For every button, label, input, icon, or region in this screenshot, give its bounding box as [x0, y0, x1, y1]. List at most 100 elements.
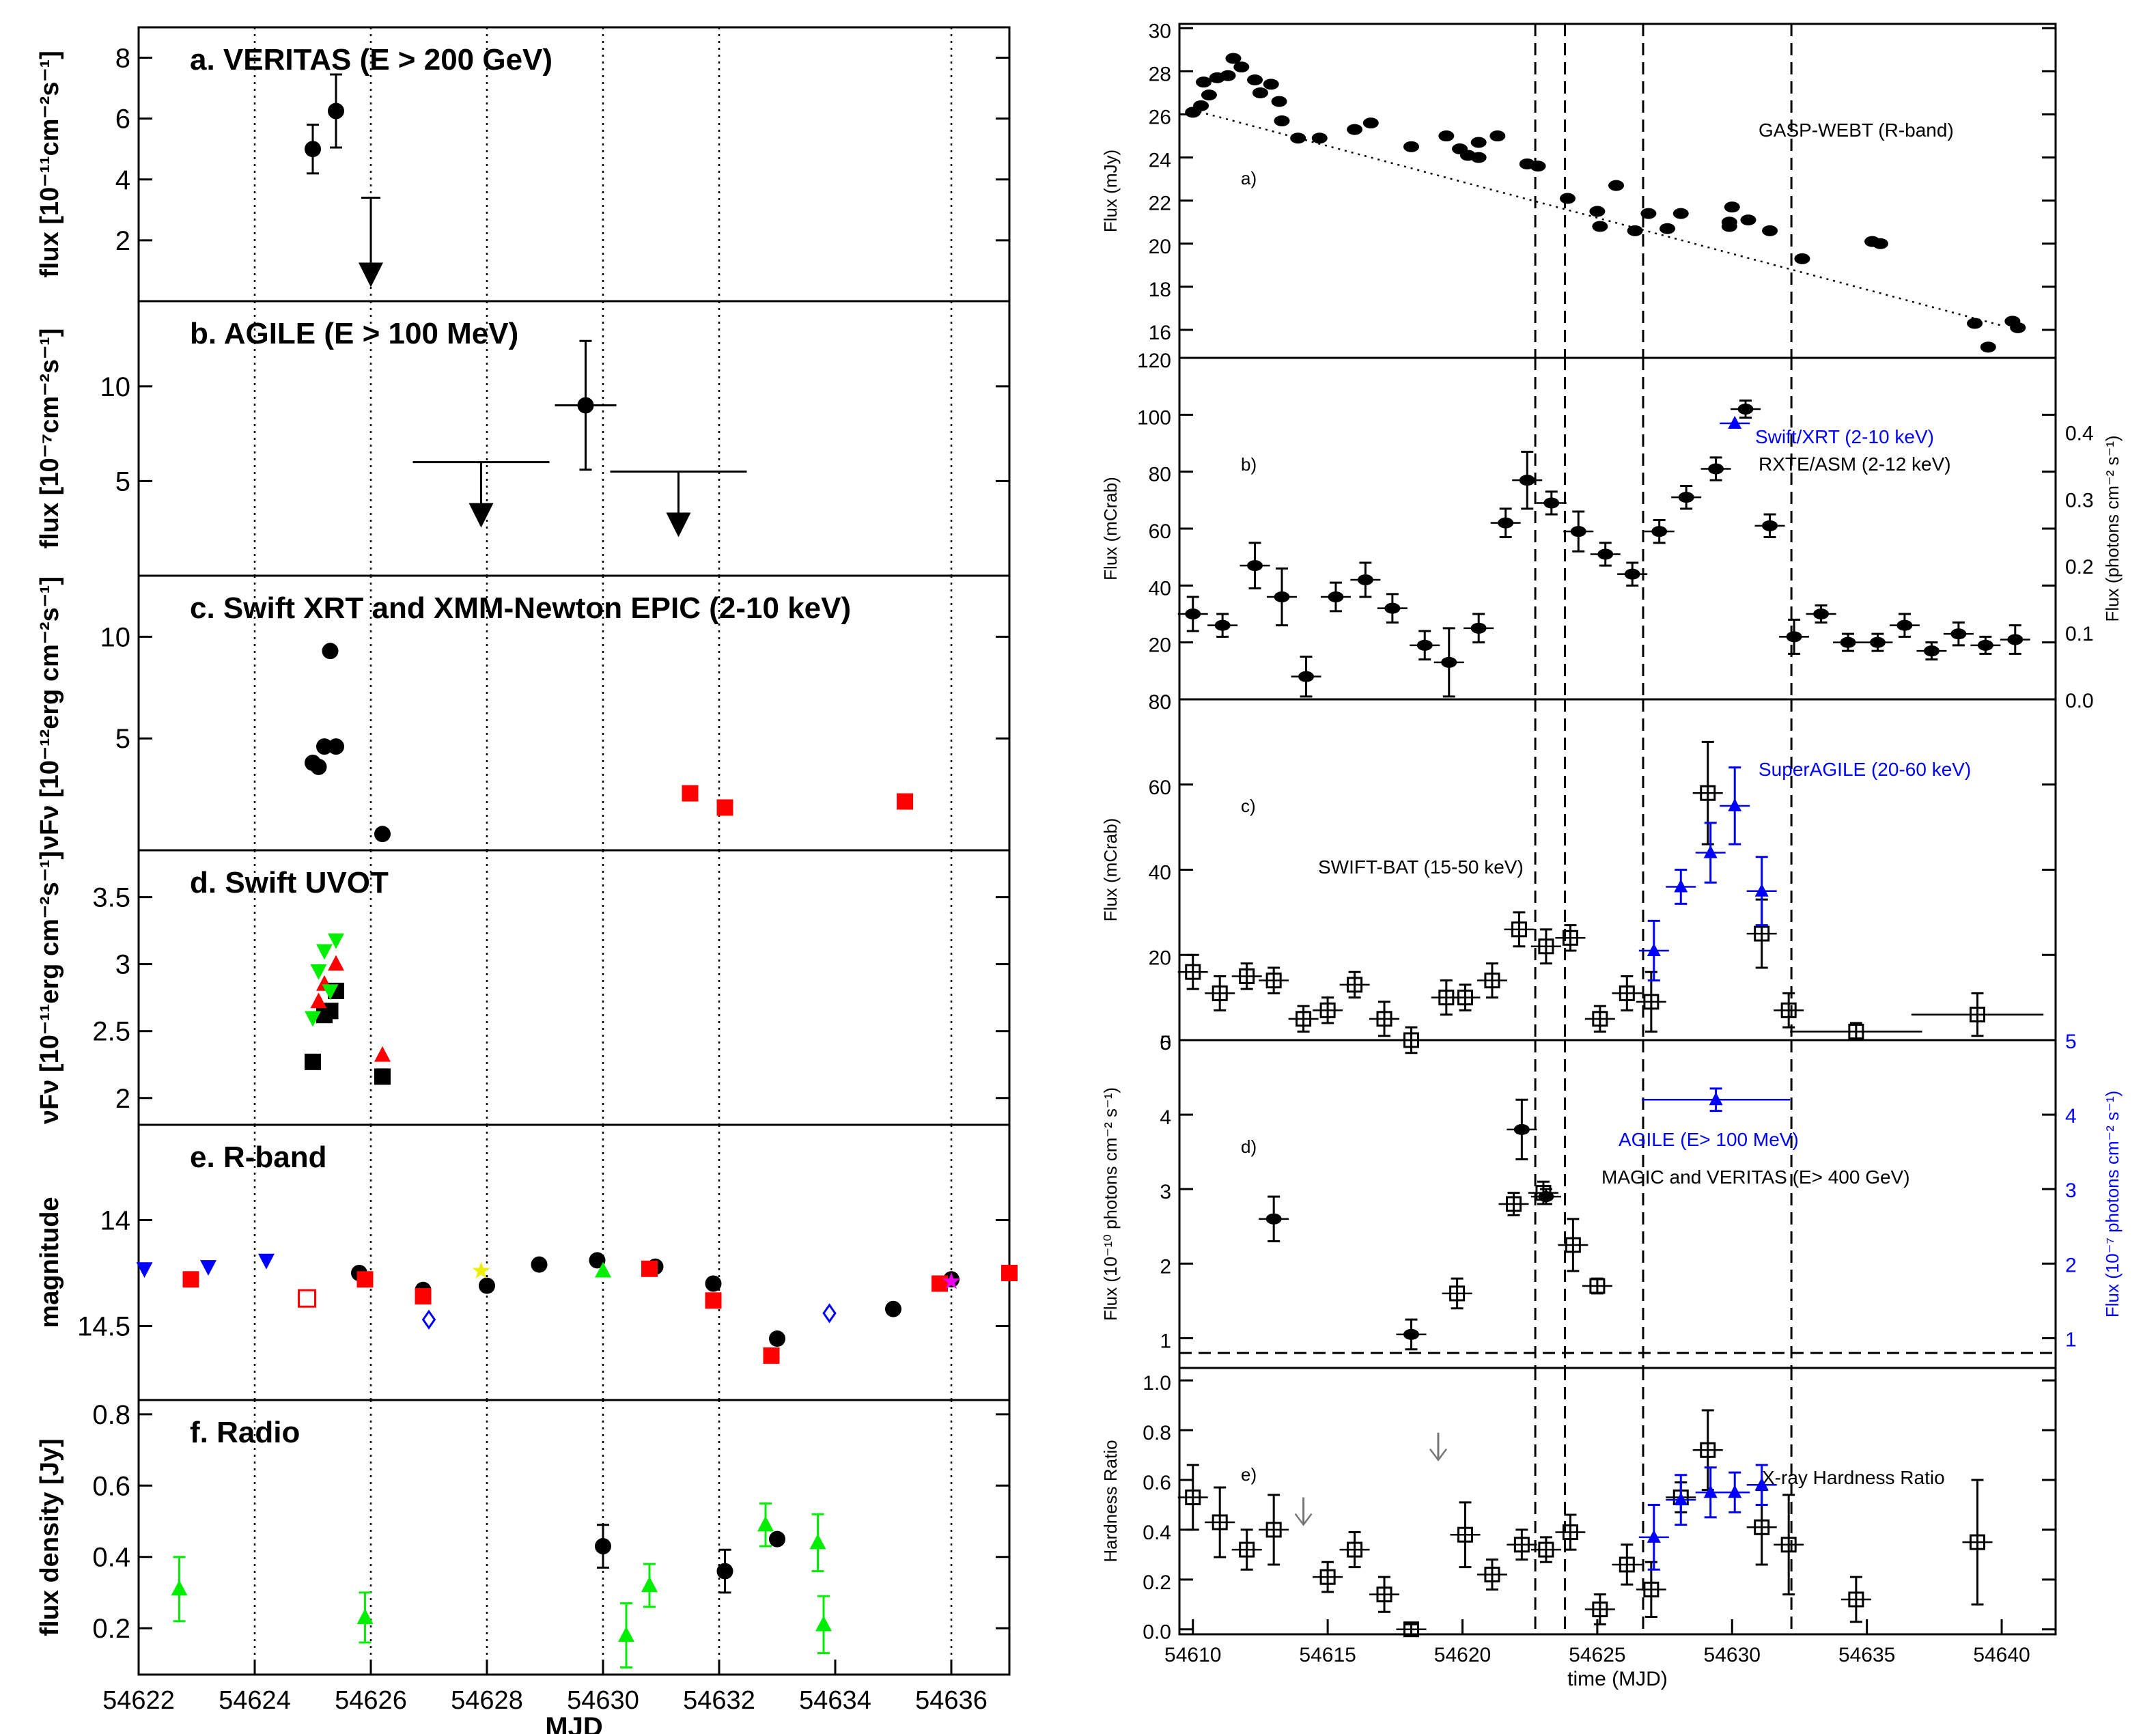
data-point — [1950, 628, 1967, 640]
y-tick-label: 4 — [115, 165, 130, 195]
data-point — [716, 1563, 733, 1580]
x-tick-label: 54634 — [799, 1686, 871, 1715]
data-point — [1762, 225, 1778, 236]
y-tick-label: 5 — [115, 466, 130, 497]
y-tick-label: 20 — [1149, 634, 1171, 657]
data-point — [1530, 160, 1546, 172]
left-panel-1: 2 4 6 8 flux [10⁻¹¹cm⁻²s⁻¹] a. VERITAS (E > 2… — [36, 26, 1011, 303]
right-panel-3: 0 20 40 60 80 Flux (mCrab) c) SWIFT-BAT (15-50 … — [1100, 691, 2057, 1054]
y-axis-label: flux [10⁻⁷cm⁻²s⁻¹] — [36, 328, 64, 549]
data-point — [1840, 637, 1856, 648]
y-tick-label: 120 — [1137, 350, 1171, 372]
panel-annotation: GASP-WEBT (R-band) — [1759, 120, 1954, 141]
data-point — [356, 1608, 374, 1625]
panel-title: a. VERITAS (E > 200 GeV) — [190, 43, 552, 76]
data-point — [1794, 253, 1810, 264]
data-point — [577, 397, 594, 414]
y-tick-label: 0.6 — [1143, 1472, 1171, 1494]
series-veritas-ul — [359, 197, 383, 288]
series-magic — [1442, 1180, 1612, 1310]
y-tick-label: 4 — [1160, 1106, 1171, 1129]
x-tick-label: 54622 — [102, 1686, 175, 1715]
data-point — [1813, 609, 1830, 619]
data-point — [1265, 973, 1282, 989]
data-point — [1559, 193, 1576, 204]
data-point — [809, 1533, 826, 1550]
panel-annotation: X-ray Hardness Ratio — [1762, 1467, 1945, 1488]
data-point — [531, 1256, 548, 1273]
data-point — [769, 1330, 785, 1347]
series-superagile — [1638, 766, 1777, 982]
x-tick-label: 54630 — [1704, 1644, 1761, 1666]
y-tick-label-right: 0.2 — [2065, 556, 2094, 578]
data-point — [595, 1261, 611, 1278]
series-veritas — [305, 73, 344, 175]
data-point — [1562, 929, 1578, 946]
data-point — [589, 1252, 606, 1269]
left-panel-4: 2 2.5 3 3.5 νFν [10⁻¹¹erg cm⁻²s⁻¹] d. Swift U… — [36, 849, 1011, 1126]
data-point — [1201, 89, 1217, 101]
x-tick-label: 54635 — [1838, 1644, 1895, 1666]
data-point — [479, 1277, 495, 1294]
y-tick-label: 0.8 — [92, 1400, 130, 1430]
data-point — [682, 785, 699, 802]
panel-label: c) — [1241, 796, 1256, 816]
data-point — [1416, 639, 1433, 651]
y-tick-label: 1.0 — [1143, 1372, 1171, 1395]
data-point — [1570, 526, 1586, 537]
data-point — [1457, 990, 1473, 1006]
y-tick-label: 40 — [1149, 862, 1171, 884]
data-point — [1762, 520, 1778, 531]
left-figure-group: 2 4 6 8 flux [10⁻¹¹cm⁻²s⁻¹] a. VERITAS (E > 2… — [36, 26, 1018, 1734]
right-panel-1: 16 18 20 22 24 26 28 30 Flux (mJy) a) GASP-WEBT (R… — [1100, 20, 2057, 359]
y-axis-label: Hardness Ratio — [1100, 1440, 1121, 1562]
y-tick-label: 5 — [115, 724, 130, 754]
data-point — [322, 984, 339, 1001]
x-tick-label: 54620 — [1434, 1644, 1491, 1666]
data-point — [1225, 53, 1242, 64]
left-panel-2: 5 10 flux [10⁻⁷cm⁻²s⁻¹] b. AGILE (E > 100 M… — [36, 300, 1011, 577]
data-point — [171, 1580, 188, 1596]
data-point — [1703, 845, 1718, 858]
data-point — [595, 1538, 611, 1555]
data-point — [1728, 1485, 1742, 1498]
data-point — [769, 1530, 785, 1548]
panel-annotation-blue: Swift/XRT (2-10 keV) — [1755, 426, 1934, 447]
data-point — [1737, 404, 1754, 415]
data-point — [1643, 1581, 1660, 1597]
data-point — [763, 1347, 780, 1364]
data-point — [1298, 671, 1315, 682]
data-point — [1290, 132, 1306, 144]
panel-frame — [1178, 698, 2057, 1041]
panel-frame — [1178, 1039, 2057, 1369]
panel-annotation-blue: AGILE (E> 100 MeV) — [1619, 1129, 1799, 1150]
data-point — [1376, 1011, 1392, 1027]
data-point — [328, 933, 344, 949]
data-point — [1538, 938, 1554, 955]
data-point — [1703, 1485, 1718, 1498]
data-point — [1608, 180, 1625, 191]
data-point — [1869, 637, 1886, 648]
y-tick-label: 20 — [1149, 947, 1171, 969]
data-point — [356, 1271, 374, 1288]
series-r-blue — [136, 1253, 275, 1278]
right-panel-5: 0.0 0.2 0.4 0.6 0.8 1.0 Hardness Ratio e) X-ray … — [1100, 1367, 2057, 1644]
data-point — [328, 955, 344, 971]
y-tick-label: 5 — [1160, 1032, 1171, 1054]
panel-annotation: MAGIC and VERITAS (E> 400 GeV) — [1601, 1166, 1910, 1188]
y-tick-label: 30 — [1149, 20, 1171, 42]
panel-title: c. Swift XRT and XMM-Newton EPIC (2-10 k… — [190, 591, 851, 625]
data-point — [1597, 548, 1614, 560]
data-point — [1196, 76, 1212, 88]
data-point — [1977, 639, 1993, 651]
data-point — [1384, 602, 1401, 614]
data-point — [1441, 656, 1457, 668]
panel-annotation-blue: SuperAGILE (20-60 keV) — [1759, 759, 1971, 780]
x-tick-label: 54626 — [335, 1686, 407, 1715]
y-tick-label: 2 — [115, 1084, 130, 1114]
data-point — [897, 793, 913, 810]
y-tick-label: 0.4 — [92, 1543, 130, 1573]
y-tick-label-right: 0.3 — [2065, 489, 2094, 512]
data-point — [1872, 238, 1888, 249]
